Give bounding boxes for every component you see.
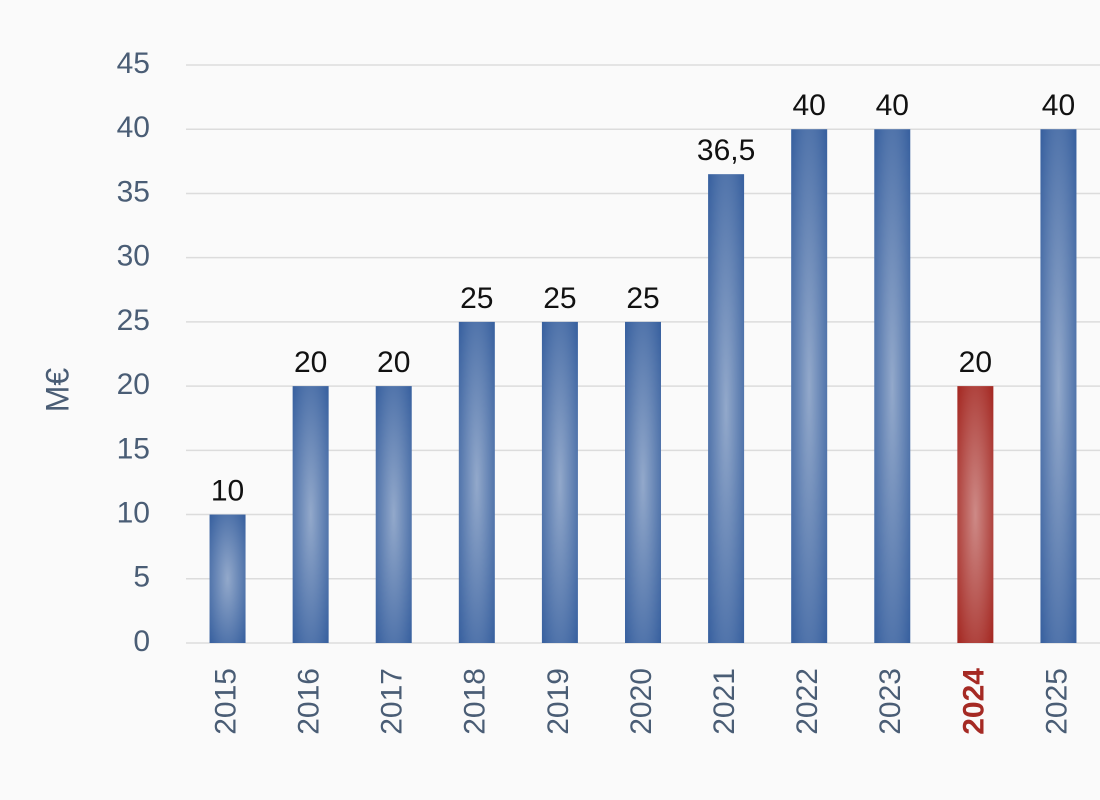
x-tick-label: 2015 xyxy=(209,668,242,735)
value-label: 40 xyxy=(876,89,909,122)
y-tick-label: 30 xyxy=(117,240,150,273)
y-tick-label: 15 xyxy=(117,432,150,465)
y-tick-label: 25 xyxy=(117,304,150,337)
value-label: 20 xyxy=(959,346,992,379)
value-label: 40 xyxy=(1042,89,1075,122)
y-tick-label: 20 xyxy=(117,368,150,401)
y-tick-label: 45 xyxy=(117,47,150,80)
y-tick-label: 5 xyxy=(133,561,150,594)
bar xyxy=(791,129,828,643)
bar xyxy=(874,129,911,643)
y-axis-label: M€ xyxy=(39,368,75,413)
x-tick-label: 2016 xyxy=(293,668,326,735)
x-tick-label: 2024 xyxy=(957,668,990,735)
value-label: 10 xyxy=(211,474,244,507)
value-label: 20 xyxy=(294,346,327,379)
x-tick-label: 2018 xyxy=(459,668,492,735)
value-label: 36,5 xyxy=(697,134,755,167)
x-tick-label: 2019 xyxy=(542,668,575,735)
bar xyxy=(708,174,745,643)
value-label: 25 xyxy=(626,282,659,315)
x-tick-label: 2020 xyxy=(625,668,658,735)
y-tick-label: 0 xyxy=(133,625,150,658)
x-tick-label: 2017 xyxy=(376,668,409,735)
bar xyxy=(375,386,412,643)
bar xyxy=(625,321,661,643)
value-label: 20 xyxy=(377,346,410,379)
x-tick-label: 2022 xyxy=(791,668,824,735)
y-tick-label: 35 xyxy=(117,175,150,208)
bar xyxy=(458,321,495,643)
y-tick-label: 40 xyxy=(117,111,150,144)
x-tick-label: 2021 xyxy=(708,668,741,735)
value-label: 25 xyxy=(543,282,576,315)
y-tick-label: 10 xyxy=(117,496,150,529)
x-tick-label: 2023 xyxy=(874,668,907,735)
bar xyxy=(292,386,329,643)
bar xyxy=(541,321,578,643)
bar xyxy=(1040,129,1077,643)
value-label: 40 xyxy=(792,89,825,122)
value-label: 25 xyxy=(460,282,493,315)
bar xyxy=(209,514,246,643)
bar xyxy=(957,386,994,643)
x-tick-label: 2025 xyxy=(1040,668,1073,735)
